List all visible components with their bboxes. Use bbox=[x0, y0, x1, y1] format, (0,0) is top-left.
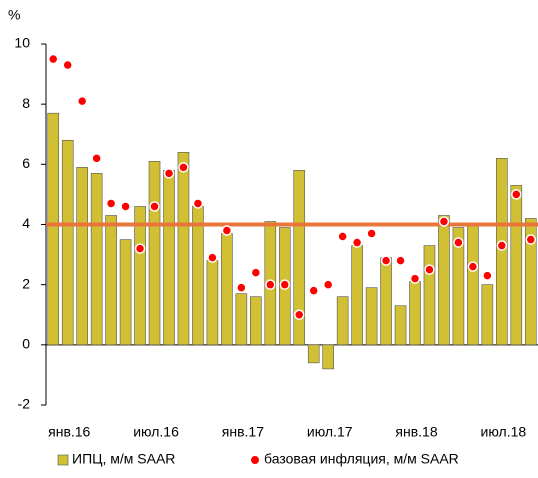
dot bbox=[293, 309, 305, 320]
bar bbox=[496, 158, 508, 346]
dot bbox=[207, 252, 218, 263]
bar bbox=[510, 185, 523, 346]
bar bbox=[423, 245, 436, 346]
dot bbox=[62, 59, 73, 71]
x-tick-label: янв.17 bbox=[222, 424, 264, 440]
dot bbox=[438, 216, 450, 227]
dot bbox=[192, 198, 204, 209]
bar bbox=[61, 139, 74, 346]
dot bbox=[149, 201, 160, 212]
bar bbox=[524, 218, 537, 346]
dot bbox=[250, 267, 262, 278]
x-tick-label: июл.17 bbox=[307, 424, 353, 440]
dot bbox=[178, 162, 189, 173]
dot bbox=[76, 95, 88, 107]
bar bbox=[380, 257, 392, 346]
bar bbox=[351, 245, 363, 346]
dot bbox=[265, 279, 276, 290]
dot bbox=[467, 261, 479, 272]
dot bbox=[380, 255, 392, 266]
bar bbox=[134, 206, 146, 346]
x-tick-label: июл.18 bbox=[481, 424, 527, 440]
legend-swatch bbox=[57, 454, 69, 466]
bar bbox=[250, 296, 262, 346]
dot bbox=[409, 273, 421, 284]
y-tick-label: 10 bbox=[14, 35, 30, 51]
dot bbox=[322, 279, 334, 290]
dot bbox=[279, 279, 291, 290]
y-tick-label: 0 bbox=[22, 336, 30, 352]
bar bbox=[409, 281, 421, 346]
dot bbox=[351, 237, 363, 248]
dot bbox=[496, 240, 508, 251]
dot bbox=[424, 264, 435, 275]
bar bbox=[105, 215, 117, 346]
bar bbox=[481, 284, 494, 346]
dot bbox=[453, 237, 464, 248]
dot bbox=[511, 189, 522, 200]
dot bbox=[525, 234, 537, 245]
bar bbox=[119, 239, 132, 346]
y-tick-label: 6 bbox=[22, 155, 30, 171]
x-tick-label: июл.16 bbox=[133, 424, 179, 440]
bar bbox=[148, 161, 161, 346]
dot bbox=[120, 201, 131, 212]
bar bbox=[192, 206, 204, 346]
bar bbox=[336, 296, 349, 346]
bar bbox=[235, 293, 248, 346]
dot bbox=[337, 231, 348, 242]
y-tick-label: -2 bbox=[18, 396, 31, 412]
dot bbox=[134, 243, 146, 254]
dot bbox=[47, 53, 59, 65]
x-tick-label: янв.18 bbox=[395, 424, 437, 440]
bar bbox=[467, 224, 479, 346]
dot bbox=[308, 285, 319, 296]
dot bbox=[395, 255, 406, 266]
bar bbox=[177, 152, 190, 346]
dot bbox=[482, 270, 493, 281]
x-tick-label: янв.16 bbox=[48, 424, 90, 440]
dot bbox=[163, 168, 175, 179]
dot bbox=[366, 228, 377, 239]
dot bbox=[105, 198, 117, 209]
dot bbox=[91, 153, 102, 164]
bar bbox=[163, 170, 175, 346]
bar bbox=[221, 233, 233, 346]
bar bbox=[322, 344, 334, 370]
bar bbox=[452, 227, 465, 346]
bar bbox=[76, 167, 88, 346]
bar bbox=[90, 173, 103, 346]
bar bbox=[307, 344, 320, 364]
dot bbox=[236, 282, 247, 293]
legend-label: базовая инфляция, м/м SAAR bbox=[264, 451, 459, 467]
bar bbox=[206, 260, 219, 346]
bar bbox=[438, 215, 450, 346]
y-tick-label: 2 bbox=[22, 275, 30, 291]
legend-label: ИПЦ, м/м SAAR bbox=[72, 451, 175, 467]
bar bbox=[293, 170, 306, 346]
y-tick-label: 4 bbox=[22, 215, 30, 231]
y-unit: % bbox=[8, 7, 20, 23]
bar bbox=[365, 287, 378, 346]
bar bbox=[394, 305, 407, 346]
legend-swatch bbox=[251, 456, 259, 464]
bar bbox=[47, 112, 60, 346]
dot bbox=[221, 225, 233, 236]
y-tick-label: 8 bbox=[22, 95, 30, 111]
